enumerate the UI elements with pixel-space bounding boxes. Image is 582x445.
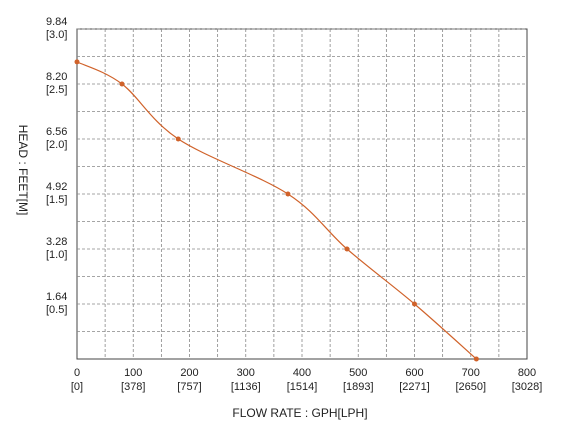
x-tick-label: 200: [180, 367, 198, 379]
y-axis-label: HEAD : FEET[M]: [16, 125, 30, 216]
x-tick-sublabel: [757]: [177, 381, 201, 393]
data-point: [412, 301, 417, 307]
x-tick-sublabel: [1514]: [287, 381, 318, 393]
x-tick-sublabel: [1136]: [231, 381, 261, 393]
y-tick-label: 9.84: [46, 16, 67, 28]
y-tick-label: 3.28: [46, 236, 67, 248]
x-tick-sublabel: [378]: [121, 381, 145, 393]
x-axis-label: FLOW RATE : GPH[LPH]: [232, 406, 367, 420]
curve: [76, 61, 477, 360]
x-tick-label: 600: [405, 367, 423, 379]
x-tick-label: 700: [462, 367, 480, 379]
x-tick-label: 300: [237, 367, 255, 379]
y-tick-sublabel: [3.0]: [46, 29, 67, 41]
x-tick-sublabel: [0]: [71, 381, 83, 393]
y-tick-sublabel: [1.0]: [46, 249, 67, 261]
y-tick-sublabel: [1.5]: [46, 194, 67, 206]
x-tick-label: 400: [293, 367, 311, 379]
x-tick-sublabel: [2650]: [455, 381, 486, 393]
x-tick-sublabel: [3028]: [512, 381, 543, 393]
x-tick-label: 0: [74, 367, 80, 379]
data-point: [175, 136, 181, 142]
data-point: [74, 59, 80, 65]
y-tick-sublabel: [2.0]: [46, 139, 67, 151]
x-tick-label: 100: [124, 367, 142, 379]
y-tick-sublabel: [2.5]: [46, 84, 67, 96]
y-tick-label: 1.64: [46, 291, 67, 303]
y-tick-label: 6.56: [46, 126, 67, 138]
x-tick-label: 500: [349, 367, 367, 379]
data-point: [119, 81, 125, 87]
data-point: [473, 356, 479, 362]
y-tick-sublabel: [0.5]: [46, 304, 67, 316]
y-tick-label: 4.92: [46, 181, 67, 193]
data-point: [285, 191, 291, 197]
y-tick-label: 8.20: [46, 71, 67, 83]
x-tick-sublabel: [2271]: [399, 381, 430, 393]
x-tick-sublabel: [1893]: [343, 381, 374, 393]
data-point: [344, 246, 350, 252]
x-tick-label: 800: [518, 367, 536, 379]
